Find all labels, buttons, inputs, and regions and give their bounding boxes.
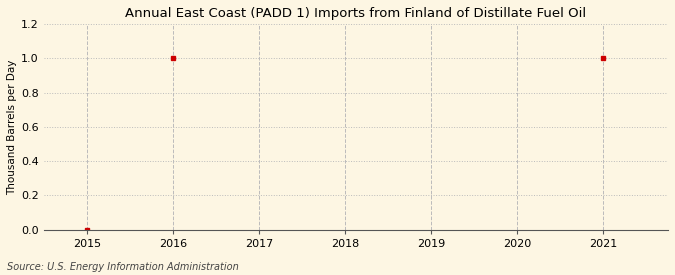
Title: Annual East Coast (PADD 1) Imports from Finland of Distillate Fuel Oil: Annual East Coast (PADD 1) Imports from … (126, 7, 587, 20)
Text: Source: U.S. Energy Information Administration: Source: U.S. Energy Information Administ… (7, 262, 238, 272)
Y-axis label: Thousand Barrels per Day: Thousand Barrels per Day (7, 59, 17, 194)
